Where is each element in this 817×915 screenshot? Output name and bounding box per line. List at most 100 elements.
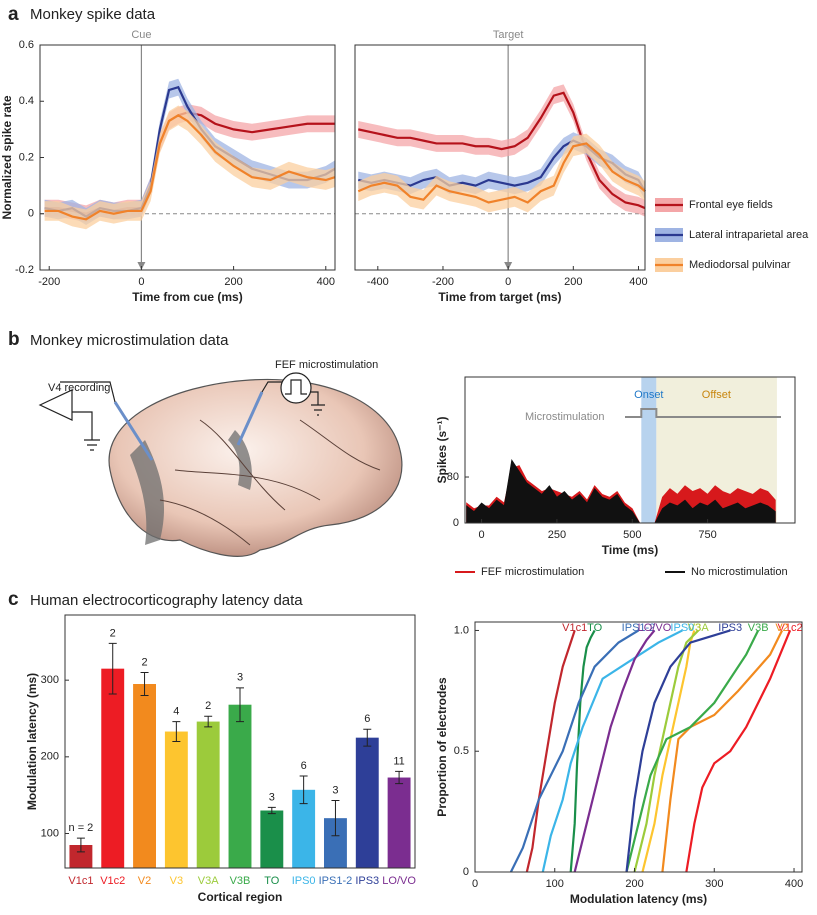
- y-tick-label: 0.2: [19, 151, 34, 163]
- bar: [355, 737, 379, 868]
- x-tick-label: V1c1: [68, 875, 93, 887]
- brain: [108, 378, 403, 557]
- bar: [101, 668, 125, 868]
- error-band: [358, 84, 645, 217]
- bar: [196, 721, 220, 868]
- plot-frame: [474, 621, 803, 873]
- y-tick-label: 0: [463, 866, 469, 878]
- line: [685, 630, 792, 873]
- wire: [261, 381, 282, 393]
- x-tick-label: V3B: [230, 875, 251, 887]
- count-label: 3: [237, 672, 243, 684]
- bar: [260, 810, 284, 868]
- y-tick-label: 0: [28, 208, 34, 220]
- legend-label: Frontal eye fields: [689, 199, 773, 211]
- x-tick-label: V2: [138, 875, 151, 887]
- chart: n = 2 V1c1 2 V1c2 2 V2 4 V3 2 V3A 3 V3B 3 TO 6 IPS0 3 IPS…: [25, 614, 416, 904]
- line: [633, 629, 700, 873]
- line: [525, 630, 576, 873]
- count-label: 2: [141, 656, 147, 668]
- x-tick-label: 0: [479, 529, 485, 541]
- y-axis-label: Modulation latency (ms): [25, 673, 39, 810]
- line: [358, 91, 646, 210]
- panel-title: Monkey spike data: [30, 6, 156, 23]
- ground: [84, 439, 100, 451]
- series-label: TO: [587, 622, 603, 634]
- x-tick-label: 500: [623, 529, 641, 541]
- x-axis-label: Modulation latency (ms): [570, 892, 707, 906]
- ground-wire: [72, 411, 93, 440]
- series-label: V3A: [688, 622, 709, 634]
- line: [569, 629, 596, 873]
- diagram-label: FEF microstimulation: [275, 359, 378, 371]
- chart: FEF microstimulation No microstimulation M…: [435, 376, 796, 578]
- square-wave: [285, 379, 307, 395]
- count-label: 2: [110, 627, 116, 639]
- error-bar: [140, 672, 149, 696]
- error-bar: [363, 728, 372, 747]
- y-tick-label: 100: [41, 827, 59, 839]
- bar: [292, 789, 316, 868]
- y-tick-label: 300: [41, 674, 59, 686]
- error-band: [44, 104, 335, 223]
- x-tick-label: 250: [548, 529, 566, 541]
- x-tick-label: TO: [264, 875, 280, 887]
- ground-wire: [310, 391, 319, 405]
- x-tick-label: IPS0: [292, 875, 316, 887]
- region-label: Offset: [702, 389, 731, 401]
- panel-label: c: [8, 589, 19, 610]
- y-tick-label: -0.2: [15, 264, 34, 276]
- legend-label: FEF microstimulation: [481, 566, 584, 578]
- y-axis-label: Proportion of electrodes: [435, 677, 449, 817]
- panel-title: Monkey microstimulation data: [30, 332, 229, 349]
- legend-label: No microstimulation: [691, 566, 788, 578]
- x-axis-label: Time (ms): [602, 543, 658, 557]
- count-label: 3: [269, 791, 275, 803]
- y-tick-label: 1.0: [454, 624, 469, 636]
- line: [625, 629, 760, 873]
- x-tick-label: 100: [546, 878, 564, 890]
- legend-label: Lateral intraparietal area: [689, 229, 809, 241]
- x-tick-label: 200: [625, 878, 643, 890]
- y-tick-label: 200: [41, 751, 59, 763]
- stimulator: [280, 372, 312, 404]
- x-tick-label: -400: [367, 276, 389, 288]
- line: [573, 629, 656, 873]
- chart: Cue -0.2 0 0.2 0.4 0.6 -200 0 200 400 Time from cu…: [0, 29, 336, 304]
- y-tick-label: 80: [447, 471, 459, 483]
- count-label: 4: [173, 705, 179, 717]
- panel-label: b: [8, 329, 20, 350]
- annotation: Microstimulation: [525, 411, 604, 423]
- rate-area: [466, 458, 776, 524]
- bar: [228, 704, 252, 868]
- v4-area: [130, 440, 165, 545]
- error-bar: [395, 770, 404, 785]
- count-label: 6: [301, 760, 307, 772]
- x-axis-label: Time from target (ms): [438, 290, 561, 304]
- amplifier: [38, 389, 73, 421]
- error-bar: [172, 721, 181, 742]
- error-bar: [299, 775, 308, 805]
- line: [357, 142, 646, 204]
- x-tick-label: 400: [785, 878, 803, 890]
- series-label: V2: [775, 622, 788, 634]
- x-tick-label: LO/VO: [382, 875, 416, 887]
- bar: [387, 777, 411, 868]
- x-tick-label: 0: [138, 276, 144, 288]
- x-tick-label: V1c2: [100, 875, 125, 887]
- plot-frame: [464, 376, 796, 524]
- x-tick-label: -200: [38, 276, 60, 288]
- bar: [69, 845, 93, 868]
- x-tick-label: 0: [505, 276, 511, 288]
- series-label: V1c2: [777, 622, 802, 634]
- y-tick-label: 0.5: [454, 745, 469, 757]
- bar: [164, 731, 188, 868]
- series-label: V1c1: [562, 622, 587, 634]
- error-bar: [108, 642, 117, 695]
- count-label: 3: [332, 784, 338, 796]
- line: [641, 630, 696, 873]
- stim-trace: [625, 408, 781, 418]
- count-label: 2: [205, 700, 211, 712]
